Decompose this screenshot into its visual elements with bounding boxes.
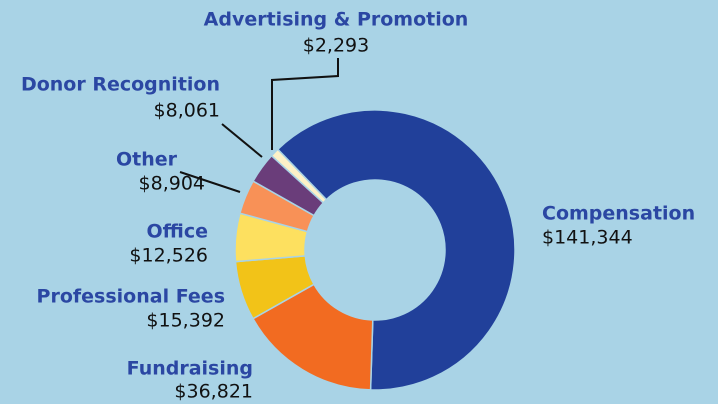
value-label: $2,293	[303, 35, 369, 57]
leader-line	[221, 123, 263, 158]
value-label: $36,821	[174, 381, 253, 403]
category-label: Professional Fees	[37, 286, 225, 308]
category-label: Other	[116, 149, 178, 171]
donut-slice	[270, 148, 328, 204]
value-label: $8,061	[154, 100, 220, 122]
category-label: Donor Recognition	[21, 74, 220, 96]
category-label: Office	[147, 221, 209, 243]
leader-line	[179, 171, 241, 193]
category-label: Advertising & Promotion	[204, 9, 469, 31]
value-label: $8,904	[139, 173, 205, 195]
value-label: $12,526	[129, 245, 208, 267]
value-label: $141,344	[542, 227, 633, 249]
category-label: Fundraising	[127, 358, 253, 380]
donut-slice	[276, 109, 516, 391]
value-label: $15,392	[146, 310, 225, 332]
category-label: Compensation	[542, 203, 695, 225]
leader-line	[271, 58, 339, 150]
